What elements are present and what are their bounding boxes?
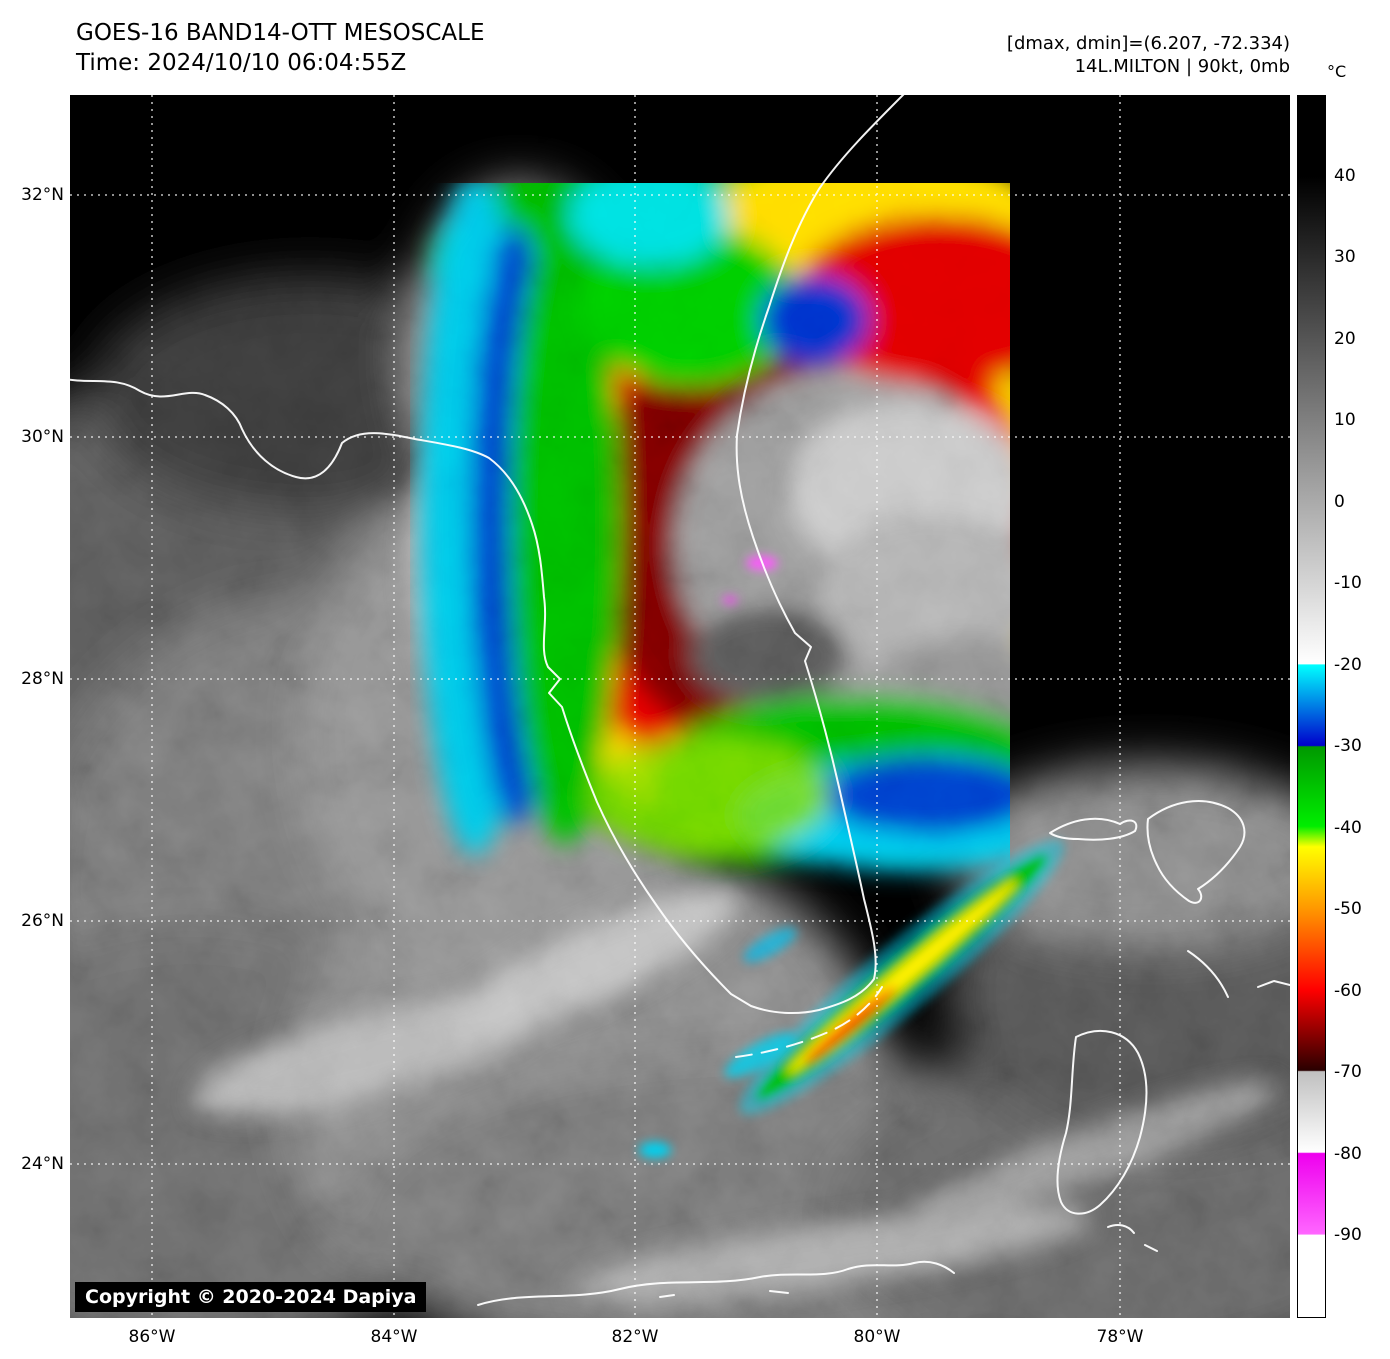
lat-label-30n: 30°N — [21, 427, 64, 447]
temperature-colorbar — [1297, 95, 1326, 1318]
lat-label-32n: 32°N — [21, 185, 64, 205]
lon-label-82w: 82°W — [611, 1327, 659, 1347]
grand-bahama — [1049, 817, 1138, 841]
header-right: [dmax, dmin]=(6.207, -72.334) 14L.MILTON… — [1007, 32, 1290, 78]
colorbar-tick-m30: -30 — [1334, 736, 1362, 756]
florida-coastline — [59, 88, 910, 1015]
cuba-coastline — [477, 1260, 955, 1306]
andros-island — [1056, 1029, 1148, 1215]
satellite-map: Copyright © 2020-2024 Dapiya — [0, 88, 1390, 1359]
colorbar-tick-m10: -10 — [1334, 573, 1362, 593]
copyright: Copyright © 2020-2024 Dapiya — [75, 1282, 427, 1312]
colorbar-tick-40: 40 — [1334, 166, 1356, 186]
andros-islets — [1107, 1224, 1158, 1252]
page-title: GOES-16 BAND14-OTT MESOSCALE — [76, 20, 485, 46]
colorbar-tick-20: 20 — [1334, 329, 1356, 349]
texture-overlay — [70, 95, 1290, 1318]
lon-label-80w: 80°W — [853, 1327, 901, 1347]
colorbar-tick-m40: -40 — [1334, 818, 1362, 838]
colorbar-tick-m80: -80 — [1334, 1144, 1362, 1164]
colorbar-tick-m50: -50 — [1334, 899, 1362, 919]
colorbar-tick-30: 30 — [1334, 247, 1356, 267]
colorbar-tick-m20: -20 — [1334, 655, 1362, 675]
graticule — [70, 95, 1290, 1318]
storm-info: 14L.MILTON | 90kt, 0mb — [1074, 56, 1290, 77]
lat-label-24n: 24°N — [21, 1154, 64, 1174]
header-left: GOES-16 BAND14-OTT MESOSCALE Time: 2024/… — [76, 18, 485, 78]
colorbar-unit: °C — [1327, 62, 1347, 81]
colorbar-tick-0: 0 — [1334, 492, 1345, 512]
cuba-islets — [659, 1290, 789, 1298]
colorbar-tick-m70: -70 — [1334, 1062, 1362, 1082]
lon-label-84w: 84°W — [370, 1327, 418, 1347]
small-cays — [1257, 980, 1291, 988]
eleuthera — [1187, 950, 1229, 998]
timestamp: Time: 2024/10/10 06:04:55Z — [76, 50, 407, 76]
colorbar-tick-10: 10 — [1334, 410, 1356, 430]
satellite-image — [0, 88, 1390, 1359]
abaco-island — [1146, 800, 1246, 904]
coastlines — [59, 88, 1291, 1306]
lon-label-86w: 86°W — [128, 1327, 176, 1347]
lon-label-78w: 78°W — [1096, 1327, 1144, 1347]
colorbar-tick-m60: -60 — [1334, 981, 1362, 1001]
colorbar-tick-m90: -90 — [1334, 1225, 1362, 1245]
lat-label-28n: 28°N — [21, 669, 64, 689]
lat-label-26n: 26°N — [21, 911, 64, 931]
dmax-dmin-readout: [dmax, dmin]=(6.207, -72.334) — [1006, 33, 1290, 54]
florida-keys — [735, 986, 883, 1058]
